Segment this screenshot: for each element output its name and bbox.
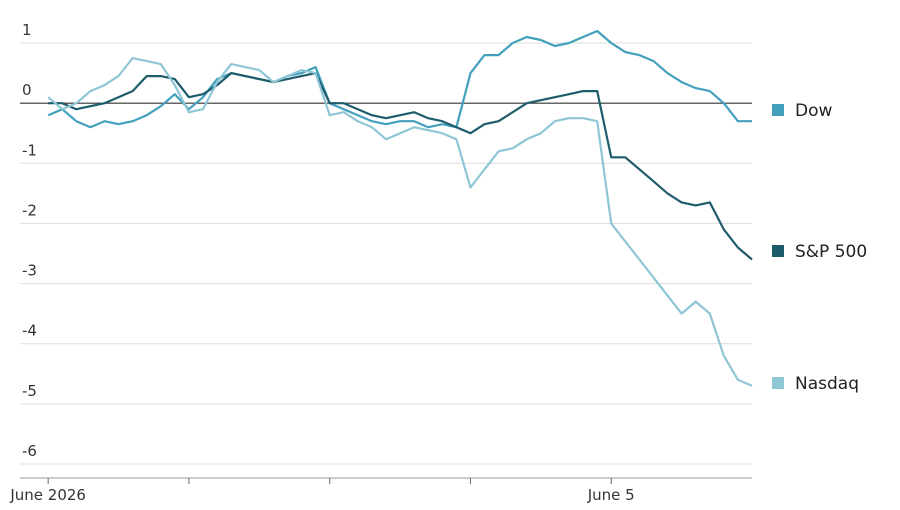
series-line — [47, 29, 752, 129]
series-line — [47, 57, 753, 387]
x-tick-label: June 2026 — [9, 486, 86, 504]
y-tick-label: -5 — [22, 382, 37, 400]
legend-swatch — [772, 104, 784, 116]
legend-label: Nasdaq — [795, 374, 859, 394]
y-tick-label: -1 — [22, 141, 37, 159]
legend-label: S&P 500 — [795, 242, 867, 262]
legend-swatch — [772, 245, 784, 257]
y-tick-label: 0 — [22, 81, 32, 99]
y-tick-label: -6 — [22, 442, 37, 460]
x-tick-label: June 5 — [587, 486, 635, 504]
legend-label: Dow — [795, 101, 832, 121]
y-tick-label: -4 — [22, 322, 37, 340]
y-tick-label: 1 — [22, 21, 32, 39]
legend-swatch — [772, 377, 784, 389]
y-tick-label: -2 — [22, 201, 37, 219]
y-tick-label: -3 — [22, 262, 37, 280]
series-line — [48, 72, 753, 261]
